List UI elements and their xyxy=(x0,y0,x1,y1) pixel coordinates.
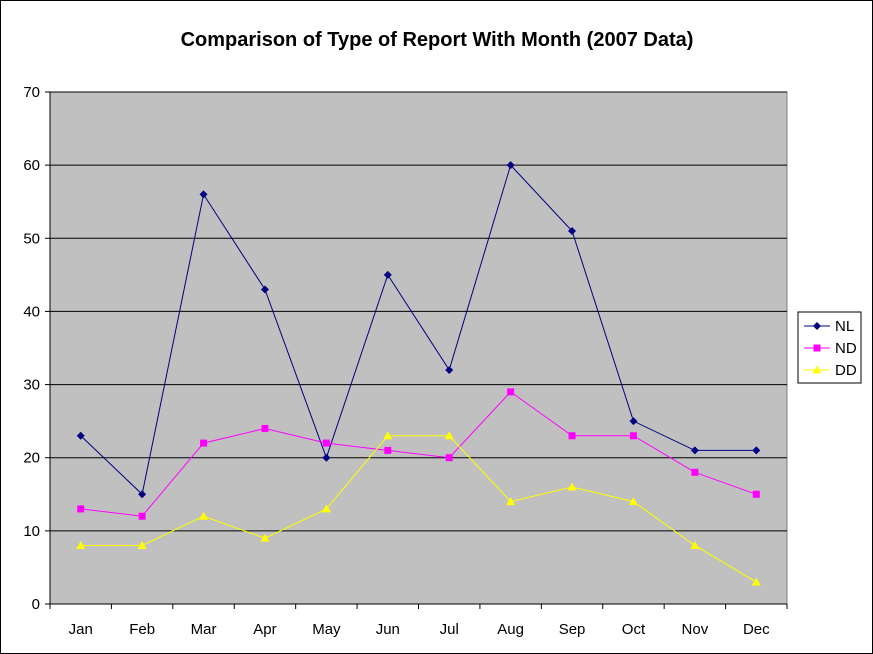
y-tick-label: 20 xyxy=(23,450,40,467)
legend-marker-nd xyxy=(813,344,821,352)
x-tick-label-jan: Jan xyxy=(69,621,93,638)
legend-marker-nl xyxy=(813,322,821,330)
data-point-dd-oct xyxy=(628,497,638,506)
plot-background xyxy=(49,91,788,605)
series-nd xyxy=(77,388,760,520)
x-tick-label-dec: Dec xyxy=(743,621,770,638)
data-point-nl-jan xyxy=(76,431,85,440)
legend-label-dd: DD xyxy=(835,362,857,379)
data-point-nd-may xyxy=(322,439,330,447)
legend-item-dd: DD xyxy=(804,362,857,379)
legend-item-nl: NL xyxy=(804,318,854,335)
legend-item-nd: ND xyxy=(804,340,857,357)
x-tick-label-jun: Jun xyxy=(376,621,400,638)
data-point-nd-nov xyxy=(691,468,699,476)
data-point-nl-aug xyxy=(506,161,515,170)
y-tick-label: 40 xyxy=(23,303,40,320)
data-point-nd-oct xyxy=(629,432,637,440)
plot-area: 0 10 20 30 40 50 60 70 Jan Feb Mar Apr May Jun Jul Aug S… xyxy=(23,84,788,638)
data-point-dd-dec xyxy=(751,577,761,586)
data-point-dd-mar xyxy=(199,511,209,520)
data-point-nd-jan xyxy=(77,505,85,513)
y-tick-label: 10 xyxy=(23,523,40,540)
series-line-nd xyxy=(80,391,757,517)
data-point-dd-aug xyxy=(506,497,516,506)
x-tick-label-aug: Aug xyxy=(497,621,524,638)
data-point-nd-mar xyxy=(200,439,208,447)
data-point-nl-may xyxy=(322,453,331,462)
x-tick-label-nov: Nov xyxy=(682,621,709,638)
data-point-nl-jul xyxy=(445,365,454,374)
data-point-nl-dec xyxy=(752,446,761,455)
chart-title: Comparison of Type of Report With Month … xyxy=(181,29,694,51)
x-tick-label-may: May xyxy=(312,621,341,638)
data-point-nd-jun xyxy=(384,446,392,454)
series-line-dd xyxy=(80,435,757,583)
y-tick-label: 50 xyxy=(23,230,40,247)
data-point-dd-may xyxy=(321,504,331,513)
x-tick-label-apr: Apr xyxy=(253,621,276,638)
data-point-dd-jan xyxy=(76,540,86,549)
data-point-nl-mar xyxy=(199,190,208,199)
x-tick-label-feb: Feb xyxy=(129,621,155,638)
data-point-nd-jul xyxy=(445,454,453,462)
x-tick-label-sep: Sep xyxy=(559,621,586,638)
data-point-dd-feb xyxy=(137,540,147,549)
data-point-dd-sep xyxy=(567,482,577,491)
data-point-dd-jun xyxy=(383,431,393,440)
legend-label-nd: ND xyxy=(835,340,857,357)
data-point-dd-jul xyxy=(444,431,454,440)
x-tick-label-jul: Jul xyxy=(440,621,459,638)
data-point-nd-apr xyxy=(261,424,269,432)
y-tick-label: 30 xyxy=(23,377,40,394)
legend-marker-dd xyxy=(812,365,822,374)
x-tick-label-oct: Oct xyxy=(622,621,646,638)
series-dd xyxy=(76,431,761,586)
data-point-nl-nov xyxy=(690,446,699,455)
data-point-nd-dec xyxy=(752,490,760,498)
data-point-nl-apr xyxy=(260,285,269,294)
x-tick-label-mar: Mar xyxy=(191,621,217,638)
series-line-nl xyxy=(80,164,757,496)
data-point-nd-feb xyxy=(138,512,146,520)
data-point-nl-sep xyxy=(568,226,577,235)
y-tick-label: 70 xyxy=(23,84,40,101)
y-tick-label: 60 xyxy=(23,157,40,174)
data-point-dd-nov xyxy=(690,540,700,549)
data-point-nd-aug xyxy=(507,388,515,396)
legend: NL ND DD xyxy=(797,311,862,384)
data-point-nl-feb xyxy=(138,490,147,499)
data-point-dd-apr xyxy=(260,533,270,542)
series-nl xyxy=(76,161,761,499)
data-point-nl-oct xyxy=(629,417,638,426)
data-point-nd-sep xyxy=(568,432,576,440)
legend-label-nl: NL xyxy=(835,318,854,335)
data-point-nl-jun xyxy=(383,270,392,279)
y-tick-label: 0 xyxy=(32,596,40,613)
